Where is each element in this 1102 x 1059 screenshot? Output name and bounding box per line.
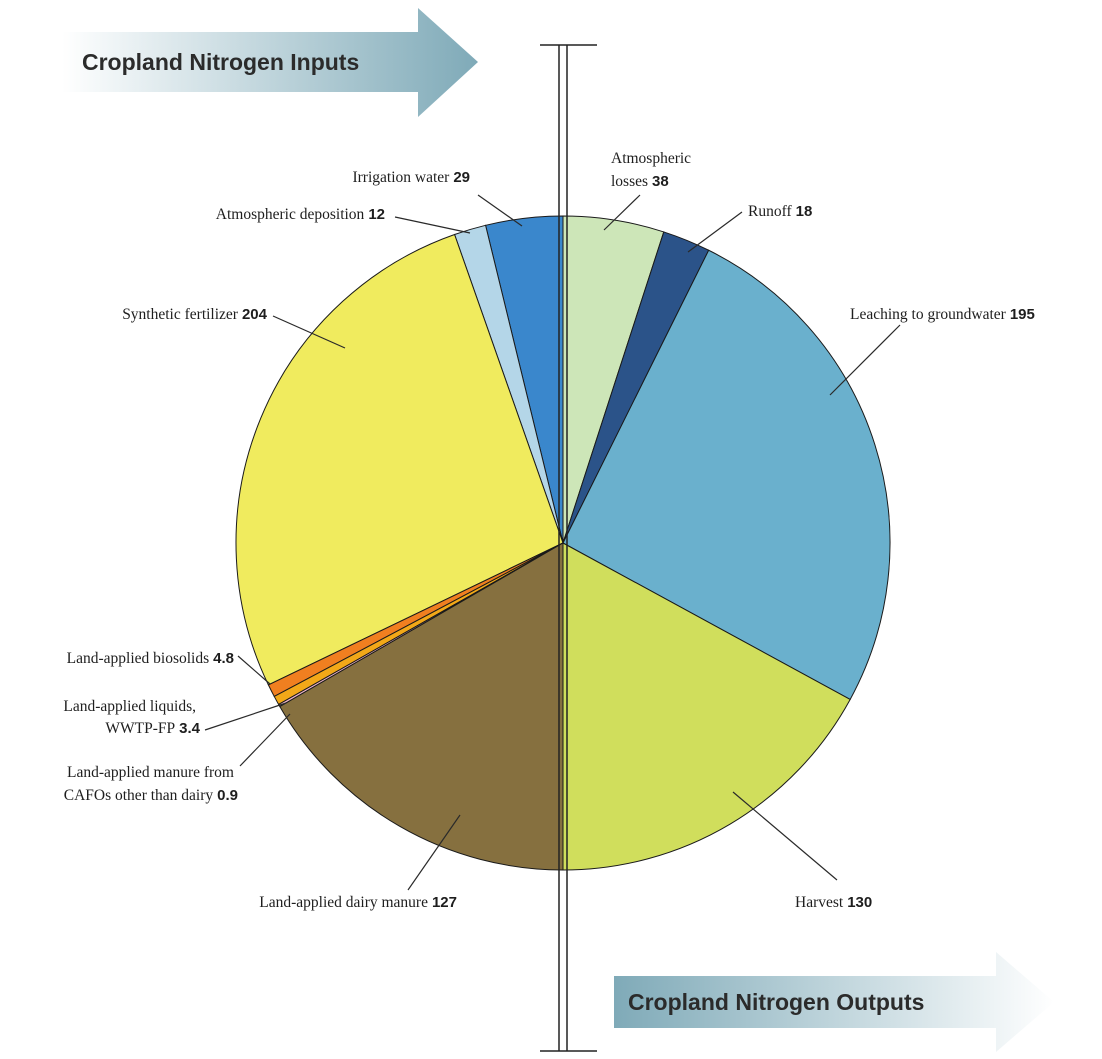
label-land-applied-biosolids: Land-applied biosolids 4.8 xyxy=(67,650,234,667)
leader-atmospheric-losses xyxy=(603,194,641,231)
outputs-banner: Cropland Nitrogen Outputs xyxy=(614,952,1054,1052)
leader-harvest xyxy=(732,791,838,881)
leader-lines xyxy=(204,194,901,891)
outputs-banner-arrow xyxy=(614,952,1054,1052)
leader-land-applied-manure-cafos xyxy=(239,713,291,767)
label-runoff: Runoff 18 xyxy=(748,203,812,220)
label-irrigation-water: Irrigation water 29 xyxy=(352,169,470,186)
label-synthetic-fertilizer: Synthetic fertilizer 204 xyxy=(122,306,267,323)
label-land-applied-dairy-manure: Land-applied dairy manure 127 xyxy=(259,894,457,911)
leader-atmospheric-deposition xyxy=(394,216,471,234)
inputs-banner: Cropland Nitrogen Inputs xyxy=(62,8,478,117)
slice-synthetic-fertilizer xyxy=(235,233,564,686)
leader-land-applied-dairy-manure xyxy=(407,814,461,891)
slice-labels: Irrigation water 29 Atmospheric depositio… xyxy=(63,150,1034,911)
label-land-applied-manure-cafos: Land-applied manure from CAFOs other tha… xyxy=(64,764,238,804)
label-atmospheric-losses: Atmospheric losses 38 xyxy=(611,150,695,190)
leader-synthetic-fertilizer xyxy=(272,315,346,349)
pie-slices xyxy=(235,215,891,871)
label-leaching-to-groundwater: Leaching to groundwater 195 xyxy=(850,306,1035,323)
inputs-banner-title: Cropland Nitrogen Inputs xyxy=(82,49,359,75)
label-land-applied-liquids: Land-applied liquids, WWTP-FP 3.4 xyxy=(63,698,200,737)
leader-runoff xyxy=(687,211,743,253)
leader-leaching-to-groundwater xyxy=(829,324,901,396)
outputs-banner-title: Cropland Nitrogen Outputs xyxy=(628,989,924,1015)
leader-land-applied-liquids xyxy=(204,702,287,731)
leader-land-applied-biosolids xyxy=(237,655,271,685)
label-harvest: Harvest 130 xyxy=(795,894,872,911)
label-atmospheric-deposition: Atmospheric deposition 12 xyxy=(216,206,385,223)
center-divider xyxy=(540,44,597,1052)
leader-irrigation-water xyxy=(477,194,523,227)
inputs-banner-arrow xyxy=(62,8,478,117)
slice-harvest xyxy=(562,542,851,871)
slice-land-applied-dairy-manure xyxy=(279,542,564,871)
